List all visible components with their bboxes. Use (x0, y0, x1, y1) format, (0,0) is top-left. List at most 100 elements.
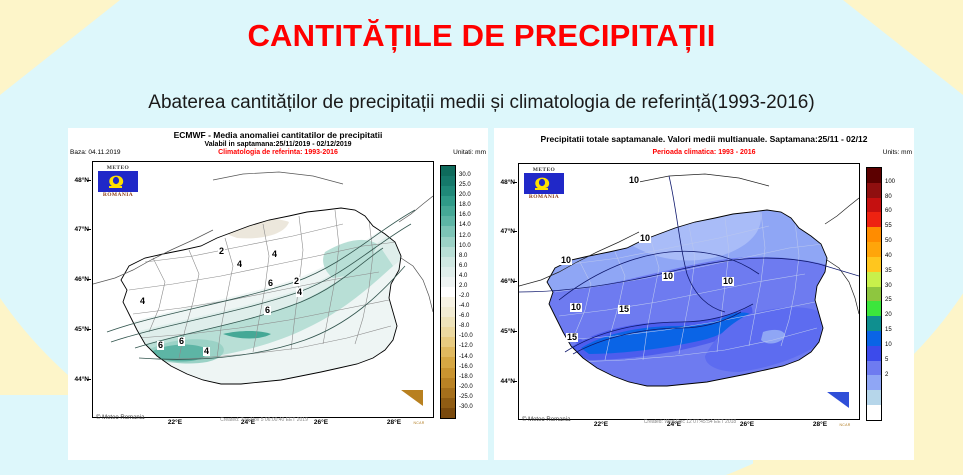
colorbar-swatch (441, 297, 455, 308)
colorbar-swatch (441, 166, 455, 177)
colorbar-swatch (867, 212, 881, 228)
right-lon-label-2: 26°E (739, 421, 755, 428)
colorbar-swatch (867, 301, 881, 317)
right-map-canvas[interactable] (518, 163, 860, 420)
corner-accent-right (843, 0, 963, 95)
left-colorbar: 30.0 25.0 20.0 18.0 16.0 14.0 12.0 10.0 8.0 6.0 4.… (440, 165, 473, 419)
right-map-credit: © Meteo Romania (522, 417, 571, 423)
colorbar-tick-label: 25.0 (459, 182, 471, 189)
colorbar-tick-label: 2 (885, 371, 889, 378)
right-contour-lines (519, 175, 859, 355)
left-lat-tick-4 (87, 379, 91, 380)
right-lat-label-3: 45°N (500, 328, 515, 335)
colorbar-tick-label: 14.0 (459, 222, 471, 229)
right-lat-tick-3 (513, 331, 517, 332)
left-lat-label-0: 48°N (74, 177, 89, 184)
colorbar-tick-label: 55 (885, 223, 892, 230)
colorbar-swatch (867, 197, 881, 213)
right-contour-label-4: 10 (570, 302, 583, 312)
omega-emblem-icon-left (109, 175, 124, 188)
left-contour-label-3: 6 (267, 278, 275, 288)
colorbar-swatch (441, 317, 455, 328)
colorbar-swatch (441, 397, 455, 408)
left-lat-label-2: 46°N (74, 276, 89, 283)
colorbar-swatch (867, 316, 881, 331)
logo-bottom-text-left: ROMANIA (102, 192, 134, 198)
colorbar-tick-label: 8.0 (459, 252, 468, 259)
left-contour-label-9: 4 (203, 346, 211, 356)
colorbar-swatch (867, 286, 881, 302)
colorbar-swatch (867, 405, 881, 420)
colorbar-swatch (441, 357, 455, 368)
colorbar-swatch (441, 327, 455, 338)
right-lon-label-3: 28°E (812, 421, 828, 428)
left-map-title: ECMWF - Media anomaliei cantitatilor de … (173, 130, 383, 140)
left-lat-tick-2 (87, 279, 91, 280)
right-contour-label-0: 10 (560, 255, 573, 265)
left-contour-label-10: 4 (139, 296, 147, 306)
right-lat-tick-0 (513, 182, 517, 183)
colorbar-swatch (867, 271, 881, 287)
colorbar-tick-label: 16.0 (459, 212, 471, 219)
colorbar-tick-label: 100 (885, 178, 896, 185)
left-contour-label-1: 4 (236, 259, 244, 269)
right-lat-label-2: 46°N (500, 278, 515, 285)
left-lat-tick-1 (87, 229, 91, 230)
right-neighbour-coastlines (519, 173, 859, 315)
colorbar-swatch (441, 236, 455, 247)
colorbar-tick-label: 10 (885, 341, 892, 348)
colorbar-tick-label: 60 (885, 208, 892, 215)
right-contour-label-3: 10 (722, 276, 735, 286)
colorbar-swatch (867, 182, 881, 198)
left-map-canvas[interactable] (92, 161, 434, 418)
colorbar-tick-label: -30.0 (459, 403, 473, 410)
colorbar-swatch (441, 347, 455, 358)
colorbar-swatch (867, 256, 881, 272)
left-neighbour-coastlines (93, 171, 433, 313)
colorbar-swatch (867, 345, 881, 361)
colorbar-tick-label: 40 (885, 252, 892, 259)
colorbar-tick-label: 12.0 (459, 232, 471, 239)
colorbar-swatch (441, 246, 455, 257)
right-lat-tick-4 (513, 381, 517, 382)
left-lon-label-0: 22°E (167, 419, 183, 426)
colorbar-swatch (867, 330, 881, 346)
right-lon-label-0: 22°E (593, 421, 609, 428)
colorbar-swatch (867, 227, 881, 243)
left-lat-tick-0 (87, 180, 91, 181)
right-map-panel: Precipitatii totale saptamanale. Valori … (494, 128, 914, 460)
colorbar-tick-label: 30.0 (459, 172, 471, 179)
colorbar-tick-label: -4.0 (459, 303, 470, 310)
colorbar-swatch (441, 337, 455, 348)
colorbar-tick-label: 18.0 (459, 202, 471, 209)
logo-emblem-right (524, 173, 564, 194)
colorbar-swatch (867, 242, 881, 257)
colorbar-tick-label: 4.0 (459, 272, 468, 279)
right-contour-label-2: 10 (662, 271, 675, 281)
right-map-title: Precipitatii totale saptamanale. Valori … (540, 134, 868, 144)
right-contour-label-6: 15 (618, 304, 631, 314)
left-contour-label-5: 4 (296, 287, 304, 297)
right-contour-label-5: 10 (628, 175, 641, 185)
colorbar-tick-label: -10.0 (459, 333, 473, 340)
left-contour-label-7: 6 (178, 336, 186, 346)
left-map-svg (93, 171, 433, 406)
ncar-label-right: NCAR (834, 423, 856, 427)
colorbar-swatch (441, 367, 455, 378)
colorbar-swatch (441, 266, 455, 277)
colorbar-tick-label: 50 (885, 238, 892, 245)
ncar-logo-right (827, 392, 849, 408)
colorbar-tick-label: 30 (885, 282, 892, 289)
colorbar-swatch (441, 206, 455, 217)
left-map-panel: ECMWF - Media anomaliei cantitatilor de … (68, 128, 488, 460)
colorbar-swatch (441, 226, 455, 237)
left-map-wrap: 48°N 47°N 46°N 45°N 44°N 22°E 24°E 26°E … (68, 161, 488, 427)
left-lat-label-3: 45°N (74, 326, 89, 333)
colorbar-swatch (441, 276, 455, 287)
colorbar-tick-label: 5 (885, 356, 889, 363)
right-map-wrap: 48°N 47°N 46°N 45°N 44°N 22°E 24°E 26°E … (494, 163, 914, 429)
right-map-meta: Perioada climatica: 1993 - 2016 Units: m… (494, 149, 914, 160)
colorbar-tick-label: -16.0 (459, 363, 473, 370)
right-colorbar: 100 80 60 55 50 40 35 30 25 20 15 10 5 2 (866, 167, 895, 421)
corner-accent-left (0, 0, 120, 95)
